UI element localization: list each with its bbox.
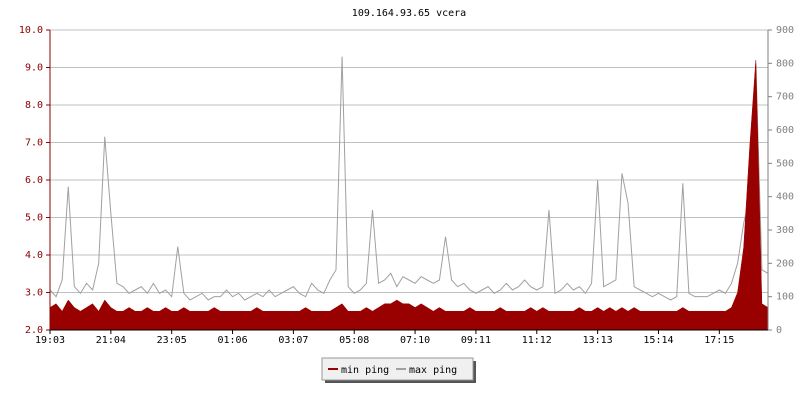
x-tick-label: 03:07 xyxy=(278,335,308,346)
y2-tick-label: 700 xyxy=(776,92,794,103)
y-tick-label: 5.0 xyxy=(25,213,43,224)
y2-tick-label: 400 xyxy=(776,192,794,203)
y2-tick-label: 600 xyxy=(776,125,794,136)
y2-tick-label: 200 xyxy=(776,258,794,269)
chart-title: 109.164.93.65 vcera xyxy=(352,8,466,19)
y2-tick-label: 900 xyxy=(776,25,794,36)
x-tick-label: 07:10 xyxy=(400,335,430,346)
y-tick-label: 8.0 xyxy=(25,100,43,111)
x-tick-label: 13:13 xyxy=(583,335,613,346)
plot xyxy=(49,56,769,331)
x-tick-label: 15:14 xyxy=(643,335,673,346)
y2-tick-label: 0 xyxy=(776,325,782,336)
legend: min ping max ping xyxy=(321,357,476,383)
x-tick-label: 01:06 xyxy=(217,335,247,346)
x-tick-label: 05:08 xyxy=(339,335,369,346)
x-tick-label: 21:04 xyxy=(96,335,126,346)
y-tick-label: 3.0 xyxy=(25,288,43,299)
x-tick-label: 09:11 xyxy=(461,335,491,346)
x-tick-label: 19:03 xyxy=(35,335,65,346)
x-tick-label: 17:15 xyxy=(704,335,734,346)
y2-tick-label: 300 xyxy=(776,225,794,236)
y-tick-label: 4.0 xyxy=(25,250,43,261)
y-tick-label: 6.0 xyxy=(25,175,43,186)
x-tick-label: 23:05 xyxy=(157,335,187,346)
y2-tick-label: 500 xyxy=(776,158,794,169)
legend-label: max ping xyxy=(409,365,457,376)
y2-tick-label: 800 xyxy=(776,58,794,69)
y2-tick-label: 100 xyxy=(776,292,794,303)
series-area xyxy=(49,59,769,331)
axes: 2.0 3.0 4.0 5.0 6.0 7.0 8.0 9.0 10.0 0 100 200 300 40… xyxy=(19,25,794,346)
y-tick-label: 10.0 xyxy=(19,25,43,36)
y-tick-label: 9.0 xyxy=(25,63,43,74)
y-tick-label: 7.0 xyxy=(25,138,43,149)
x-tick-label: 11:12 xyxy=(522,335,552,346)
series-line xyxy=(49,56,769,301)
y-tick-label: 2.0 xyxy=(25,325,43,336)
legend-label: min ping xyxy=(341,365,389,376)
